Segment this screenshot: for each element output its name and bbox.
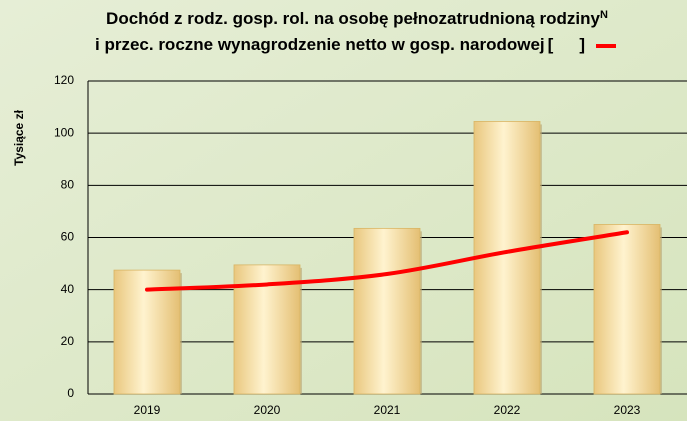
y-tick-label: 0 [67,386,74,400]
legend-bracket: ] [579,35,585,54]
bar [593,224,661,395]
chart-title: Dochód z rodz. gosp. rol. na osobę pełno… [106,9,608,29]
y-tick-label: 120 [54,73,74,87]
x-tick-label: 2021 [374,403,401,417]
y-tick-label: 20 [61,334,75,348]
title-note: N [600,9,608,21]
x-tick-label: 2020 [254,403,281,417]
y-tick-label: 40 [61,282,75,296]
title-line: Dochód z rodz. gosp. rol. na osobę pełno… [106,9,600,28]
y-axis-label: Tysiące zł [12,109,26,165]
legend-swatch [596,44,616,48]
y-tick-label: 60 [61,230,75,244]
legend-bracket: [ [548,35,554,54]
x-tick-label: 2019 [134,403,161,417]
x-tick-label: 2023 [614,403,641,417]
chart-title: i przec. roczne wynagrodzenie netto w go… [95,35,585,54]
y-tick-label: 100 [54,125,74,139]
y-tick-label: 80 [61,178,75,192]
x-tick-label: 2022 [494,403,521,417]
title-line: i przec. roczne wynagrodzenie netto w go… [95,35,545,54]
line [145,230,629,292]
bar [353,227,421,395]
